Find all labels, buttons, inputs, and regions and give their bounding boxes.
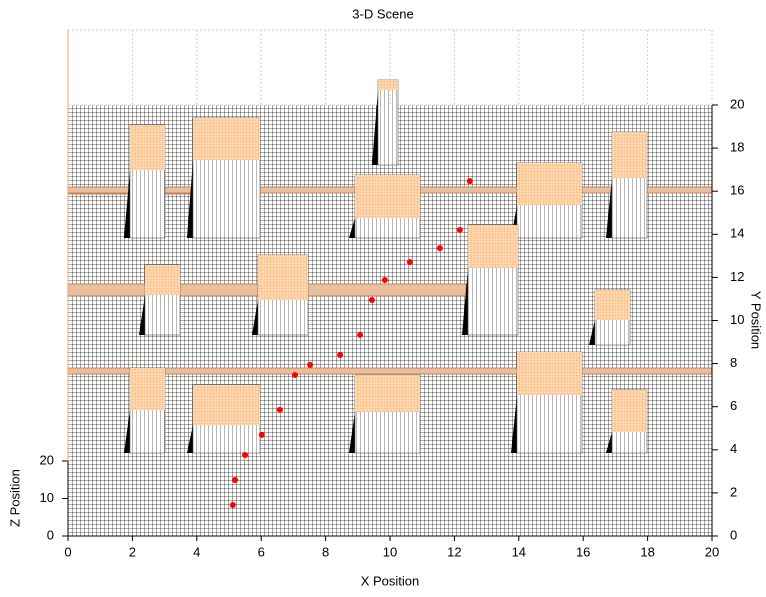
building-shadow — [187, 425, 193, 453]
x-tick-label: 12 — [447, 544, 461, 559]
path-point — [307, 361, 314, 368]
building-top — [130, 368, 165, 410]
building-shadow — [139, 295, 145, 335]
building-top — [517, 352, 582, 395]
y-axis-label: Y Position — [749, 291, 764, 349]
building — [377, 79, 399, 166]
path-point — [466, 178, 473, 185]
z-tick-label: 20 — [40, 452, 54, 467]
path-point — [242, 451, 249, 458]
building-top — [595, 290, 630, 320]
building-top — [258, 255, 308, 300]
building-top — [517, 163, 582, 205]
path-point — [406, 259, 413, 266]
y-tick-label: 14 — [730, 226, 744, 241]
building-shadow — [187, 160, 193, 238]
x-tick-label: 18 — [640, 544, 654, 559]
path-point — [337, 351, 344, 358]
building-shadow — [124, 170, 130, 238]
x-tick-label: 2 — [129, 544, 136, 559]
path-point — [258, 431, 265, 438]
y-tick-label: 4 — [730, 441, 737, 456]
x-tick-label: 14 — [512, 544, 526, 559]
x-tick-label: 10 — [383, 544, 397, 559]
x-tick-label: 4 — [193, 544, 200, 559]
x-axis-label: X Position — [361, 573, 420, 588]
path-point — [456, 226, 463, 233]
building-top — [378, 80, 398, 90]
y-tick-label: 16 — [730, 183, 744, 198]
z-tick-label: 10 — [40, 490, 54, 505]
x-tick-label: 0 — [64, 544, 71, 559]
path-point — [292, 372, 299, 379]
z-axis-label: Z Position — [7, 469, 22, 527]
y-tick-label: 18 — [730, 140, 744, 155]
building-top — [612, 390, 647, 432]
building-top — [355, 175, 420, 218]
building-shadow — [372, 90, 378, 165]
building-shadow — [349, 412, 355, 453]
building-shadow — [124, 410, 130, 453]
building-top — [612, 132, 647, 178]
y-tick-label: 10 — [730, 312, 744, 327]
path-point — [357, 331, 364, 338]
z-tick-label: 0 — [47, 527, 54, 542]
path-point — [232, 476, 239, 483]
building-top — [145, 265, 180, 295]
chart-title: 3-D Scene — [352, 6, 413, 21]
building-shadow — [606, 178, 612, 238]
x-tick-label: 6 — [258, 544, 265, 559]
y-tick-label: 8 — [730, 355, 737, 370]
y-tick-label: 0 — [730, 527, 737, 542]
building-top — [193, 385, 260, 425]
building-shadow — [511, 395, 517, 453]
path-point — [381, 276, 388, 283]
path-point — [276, 406, 283, 413]
path-point — [436, 245, 443, 252]
building-shadow — [462, 268, 468, 335]
building-top — [355, 375, 420, 412]
path-point — [368, 297, 375, 304]
building-shadow — [589, 320, 595, 345]
building-top — [193, 118, 260, 160]
y-tick-label: 2 — [730, 484, 737, 499]
scene — [67, 79, 713, 454]
path-point — [229, 501, 236, 508]
building-shadow — [252, 300, 258, 335]
building-top — [468, 225, 518, 268]
y-tick-label: 6 — [730, 398, 737, 413]
y-tick-label: 12 — [730, 269, 744, 284]
building-top — [130, 125, 165, 170]
x-tick-label: 20 — [705, 544, 719, 559]
x-tick-label: 16 — [576, 544, 590, 559]
x-tick-label: 8 — [322, 544, 329, 559]
building-shadow — [349, 218, 355, 238]
y-tick-label: 20 — [730, 96, 744, 111]
building-shadow — [606, 432, 612, 453]
